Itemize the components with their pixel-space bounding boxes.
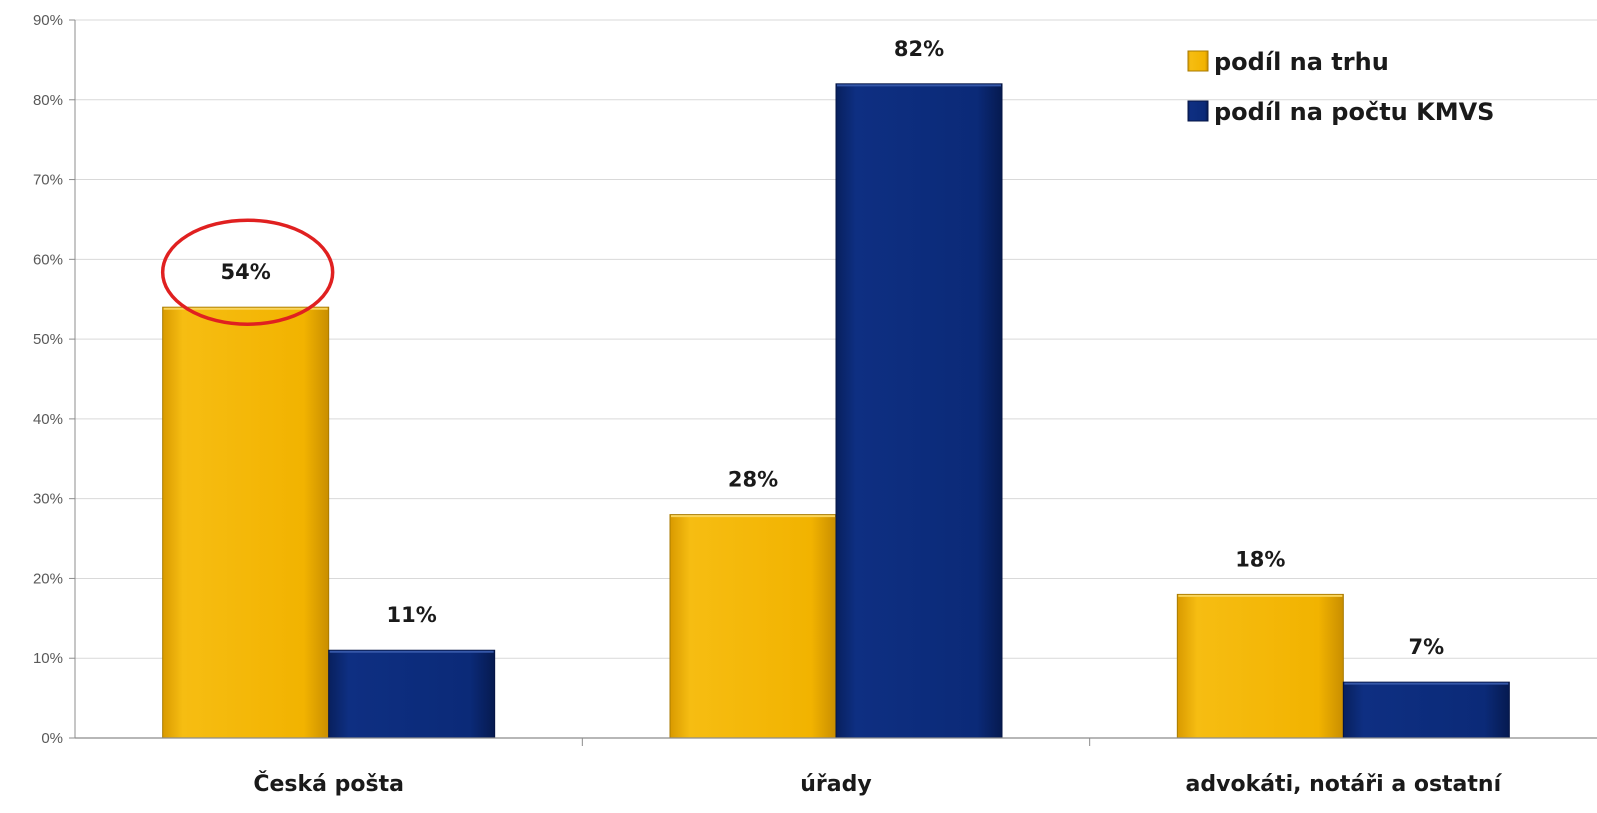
data-label: 18% <box>1235 547 1285 571</box>
highlight-ellipse <box>160 218 335 326</box>
data-labels: 54% 11% 28% 82% 18% 7% <box>221 37 1445 659</box>
y-axis: 0% 10% 20% 30% 40% 50% 60% 70% 80% 90% <box>33 12 76 747</box>
y-tick-label: 40% <box>33 411 63 428</box>
legend-swatch <box>1187 50 1209 72</box>
y-tick-label: 20% <box>33 570 63 587</box>
bar <box>669 514 837 739</box>
data-label: 7% <box>1409 635 1445 659</box>
y-tick-label: 60% <box>33 251 63 268</box>
y-tick-label: 70% <box>33 172 63 189</box>
data-label: 11% <box>387 603 437 627</box>
bar <box>1176 593 1344 739</box>
bars <box>162 83 1510 739</box>
bar <box>162 306 330 739</box>
y-tick-label: 30% <box>33 491 63 508</box>
bar <box>1342 681 1510 739</box>
legend-swatch <box>1187 100 1209 122</box>
y-tick-label: 90% <box>33 12 63 29</box>
legend: podíl na trhu podíl na počtu KMVS <box>1187 48 1494 126</box>
data-label: 54% <box>221 260 271 284</box>
bar <box>835 83 1003 739</box>
y-tick-label: 80% <box>33 92 63 109</box>
category-label: advokáti, notáři a ostatní <box>1186 772 1503 797</box>
category-label: Česká pošta <box>253 771 404 797</box>
data-label: 28% <box>728 468 778 492</box>
annotation <box>160 218 335 326</box>
x-axis: Česká pošta úřady advokáti, notáři a ostat… <box>75 737 1597 797</box>
bar <box>328 649 496 739</box>
y-tick-label: 0% <box>41 730 63 747</box>
y-tick-label: 10% <box>33 650 63 667</box>
data-label: 82% <box>894 37 944 61</box>
legend-label: podíl na počtu KMVS <box>1214 98 1494 126</box>
y-tick-label: 50% <box>33 331 63 348</box>
legend-label: podíl na trhu <box>1214 48 1389 76</box>
category-label: úřady <box>800 772 871 797</box>
